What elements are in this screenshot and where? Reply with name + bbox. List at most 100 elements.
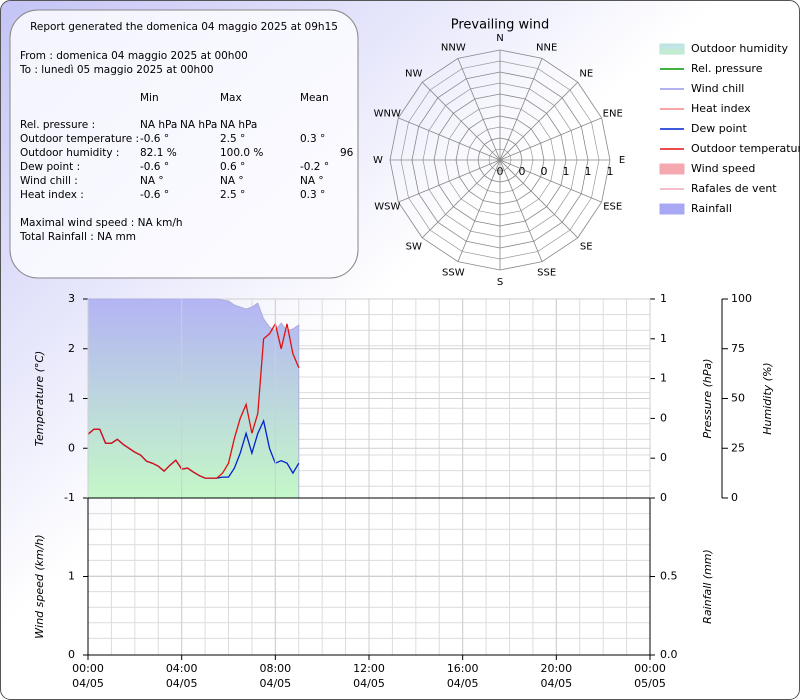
y-tick-label: -1	[64, 491, 75, 504]
rose-tick-label: 0	[541, 165, 548, 178]
series-line	[87, 322, 300, 479]
row-cell: 96	[340, 147, 354, 159]
rose-direction: SE	[580, 241, 593, 252]
x-tick-label: 08:00	[259, 662, 291, 675]
rose-tick-label: 1	[563, 165, 570, 178]
legend-swatch	[659, 43, 685, 55]
y2-tick-label: 1	[660, 292, 667, 305]
y2-tick-label: 0	[660, 411, 667, 424]
rose-direction: W	[373, 155, 383, 166]
y-axis-title: Temperature (°C)	[33, 351, 46, 447]
x-tick-label: 04/05	[540, 677, 572, 690]
row-cell: -0.6 °	[140, 189, 169, 201]
rose-spoke	[499, 159, 543, 262]
report-box: Report generated the domenica 04 maggio …	[10, 10, 358, 278]
row-cell: 0.6 °	[220, 161, 245, 173]
rose-tick-label: 1	[607, 165, 614, 178]
row-cell: 0.3 °	[300, 133, 325, 145]
rose-spoke	[499, 159, 579, 239]
rose-direction: SW	[406, 241, 422, 252]
row-cell: -0.2 °	[300, 161, 329, 173]
x-tick-label: 04/05	[259, 677, 291, 690]
rose-spoke	[499, 81, 579, 161]
legend-label: Wind speed	[691, 162, 755, 175]
x-tick-label: 04:00	[166, 662, 198, 675]
legend-swatch	[659, 163, 685, 175]
y-tick-label: 0	[68, 648, 75, 661]
legend-label: Rainfall	[691, 202, 732, 215]
row-label: Rel. pressure :	[20, 119, 95, 131]
legend-label: Rel. pressure	[691, 62, 763, 75]
row-label: Wind chill :	[20, 175, 78, 187]
row-cell: NA °	[140, 175, 164, 187]
wind-rose: Prevailing wind 0 0 0 1 1 1NNNENEENEEESESESSE…	[373, 18, 625, 289]
legend-label: Outdoor temperature	[691, 142, 800, 155]
rose-direction: ENE	[603, 108, 623, 119]
row-label: Outdoor temperature :	[20, 133, 139, 145]
report-from: From : domenica 04 maggio 2025 at 00h00	[20, 50, 248, 62]
rose-direction: NNE	[536, 42, 557, 53]
y2-axis-title: Pressure (hPa)	[701, 358, 714, 438]
row-cell: 0.3 °	[300, 189, 325, 201]
rose-spoke	[398, 117, 501, 161]
row-cell: NA °	[220, 175, 244, 187]
y3-tick-label: 75	[731, 342, 745, 355]
legend: Outdoor humidity Rel. pressure Wind chill H…	[659, 42, 800, 215]
humidity-area	[87, 298, 300, 499]
x-tick-label: 00:00	[72, 662, 104, 675]
y3-tick-label: 50	[731, 392, 745, 405]
row-label: Dew point :	[20, 161, 80, 173]
y2-tick-label: 0.0	[660, 648, 678, 661]
y2-tick-label: 1	[660, 332, 667, 345]
rose-direction: NNW	[441, 42, 466, 53]
x-tick-label: 12:00	[353, 662, 385, 675]
report-to: To : lunedì 05 maggio 2025 at 00h00	[19, 64, 214, 76]
row-cell: NA hPa	[180, 119, 217, 131]
y-tick-label: 1	[68, 392, 75, 405]
rose-spoke	[421, 159, 501, 239]
report-panel	[10, 10, 358, 278]
x-tick-label: 20:00	[540, 662, 572, 675]
legend-label: Wind chill	[691, 82, 744, 95]
rose-spoke	[398, 159, 501, 203]
rose-spoke	[457, 159, 501, 262]
y-tick-label: 2	[68, 342, 75, 355]
row-cell: 2.5 °	[220, 133, 245, 145]
rose-direction: E	[619, 155, 625, 166]
x-tick-label: 04/05	[447, 677, 479, 690]
row-cell: NA °	[300, 175, 324, 187]
row-cell: NA hPa	[140, 119, 177, 131]
rose-tick-label: 1	[585, 165, 592, 178]
row-label: Outdoor humidity :	[20, 147, 119, 159]
x-tick-label: 04/05	[353, 677, 385, 690]
rose-spoke	[457, 58, 501, 161]
legend-label: Heat index	[691, 102, 751, 115]
rose-direction: SSE	[537, 268, 556, 279]
rose-direction: ESE	[603, 202, 622, 213]
y-axis-title: Wind speed (km/h)	[33, 534, 46, 638]
rose-title: Prevailing wind	[451, 18, 550, 33]
y2-tick-label: 1	[660, 372, 667, 385]
y-tick-label: 3	[68, 292, 75, 305]
y3-tick-label: 25	[731, 441, 745, 454]
y2-axis-title: Rainfall (mm)	[701, 549, 714, 624]
row-label: Heat index :	[20, 189, 84, 201]
report-footer: Total Rainfall : NA mm	[19, 231, 136, 243]
y-tick-label: 1	[68, 570, 75, 583]
x-tick-label: 05/05	[634, 677, 666, 690]
rose-direction: SSW	[442, 268, 465, 279]
report-title: Report generated the domenica 04 maggio …	[30, 21, 338, 33]
plot: -1 0 1 2 3 0 0 0 1 1 1 0 25 50 75 100 Temperature (°C) Pr…	[33, 292, 774, 690]
rose-direction: NE	[579, 69, 593, 80]
y2-tick-label: 0.5	[660, 570, 678, 583]
x-tick-label: 16:00	[447, 662, 479, 675]
rose-spoke	[499, 58, 543, 161]
report-border	[9, 9, 359, 279]
y-tick-label: 0	[68, 441, 75, 454]
legend-label: Outdoor humidity	[691, 42, 788, 55]
x-tick-label: 00:00	[634, 662, 666, 675]
report-footer: Maximal wind speed : NA km/h	[20, 217, 183, 229]
y3-tick-label: 0	[731, 491, 738, 504]
y2-tick-label: 0	[660, 451, 667, 464]
rose-direction: WSW	[374, 202, 400, 213]
